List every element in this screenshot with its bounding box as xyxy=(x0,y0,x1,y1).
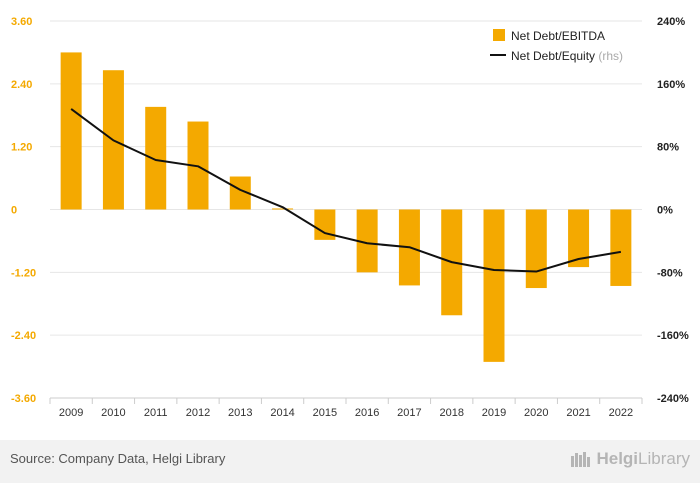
line-series-net-debt-equity xyxy=(70,108,622,273)
x-tick-label-2022: 2022 xyxy=(609,407,633,419)
bar-2011 xyxy=(145,106,167,210)
x-tick-label-2016: 2016 xyxy=(355,407,379,419)
x-tick-label-2015: 2015 xyxy=(313,407,337,419)
bar-2013 xyxy=(229,176,251,210)
left-tick-label: 2.40 xyxy=(11,79,32,91)
bar-2009 xyxy=(60,52,82,210)
bar-series-net-debt-ebitda xyxy=(60,52,632,362)
x-tick-label-2018: 2018 xyxy=(439,407,463,419)
left-tick-label: -1.20 xyxy=(11,267,36,279)
x-tick-label-2010: 2010 xyxy=(101,407,125,419)
legend-label-line: Net Debt/Equity (rhs) xyxy=(511,49,623,63)
left-tick-label: 0 xyxy=(11,205,17,217)
bar-2015 xyxy=(314,209,336,240)
x-axis-ticks: 2009 2010 2011 2012 2013 2014 2015 2016 2017 2018… xyxy=(59,407,633,419)
right-tick-label: 160% xyxy=(657,79,685,91)
legend: Net Debt/EBITDA Net Debt/Equity (rhs) xyxy=(490,29,623,63)
right-tick-label: -240% xyxy=(657,393,689,405)
bar-2021 xyxy=(568,209,590,268)
library-books-icon xyxy=(571,452,591,467)
legend-swatch-bar xyxy=(493,29,505,41)
source-text: Source: Company Data, Helgi Library xyxy=(10,451,226,466)
bar-2019 xyxy=(483,209,505,362)
right-y-axis-ticks: 240% 160% 80% 0% -80% -160% -240% xyxy=(657,16,689,405)
left-tick-label: 1.20 xyxy=(11,142,32,154)
legend-label-line-name: Net Debt/Equity xyxy=(511,49,595,63)
right-tick-label: -80% xyxy=(657,267,683,279)
line-net-debt-equity xyxy=(70,108,622,273)
right-tick-label: 80% xyxy=(657,142,679,154)
left-y-axis-ticks: 3.60 2.40 1.20 0 -1.20 -2.40 -3.60 xyxy=(11,16,36,405)
logo-text-helgi: Helgi xyxy=(596,449,639,468)
helgi-library-logo[interactable]: Helgi Library xyxy=(570,449,690,469)
x-tick-label-2013: 2013 xyxy=(228,407,252,419)
left-tick-label: -3.60 xyxy=(11,393,36,405)
x-tick-label-2009: 2009 xyxy=(59,407,83,419)
x-tick-label-2011: 2011 xyxy=(144,407,168,419)
combo-chart: 3.60 2.40 1.20 0 -1.20 -2.40 -3.60 240% 160% 80%… xyxy=(11,16,689,419)
legend-label-bar: Net Debt/EBITDA xyxy=(511,29,605,43)
bar-2016 xyxy=(356,209,378,273)
grid-lines xyxy=(49,20,643,404)
bar-2020 xyxy=(525,209,547,289)
footer: Source: Company Data, Helgi Library Helg… xyxy=(0,440,700,483)
x-tick-label-2014: 2014 xyxy=(270,407,294,419)
left-tick-label: 3.60 xyxy=(11,16,32,28)
x-tick-label-2021: 2021 xyxy=(566,407,590,419)
bar-2022 xyxy=(610,209,632,286)
x-tick-label-2020: 2020 xyxy=(524,407,548,419)
x-tick-label-2019: 2019 xyxy=(482,407,506,419)
legend-label-line-suffix: (rhs) xyxy=(598,49,623,63)
right-tick-label: 240% xyxy=(657,16,685,28)
bar-2014 xyxy=(272,208,294,210)
x-tick-label-2017: 2017 xyxy=(397,407,421,419)
logo-text-library: Library xyxy=(638,449,690,468)
x-tick-label-2012: 2012 xyxy=(186,407,210,419)
right-tick-label: -160% xyxy=(657,330,689,342)
left-tick-label: -2.40 xyxy=(11,330,36,342)
right-tick-label: 0% xyxy=(657,205,673,217)
